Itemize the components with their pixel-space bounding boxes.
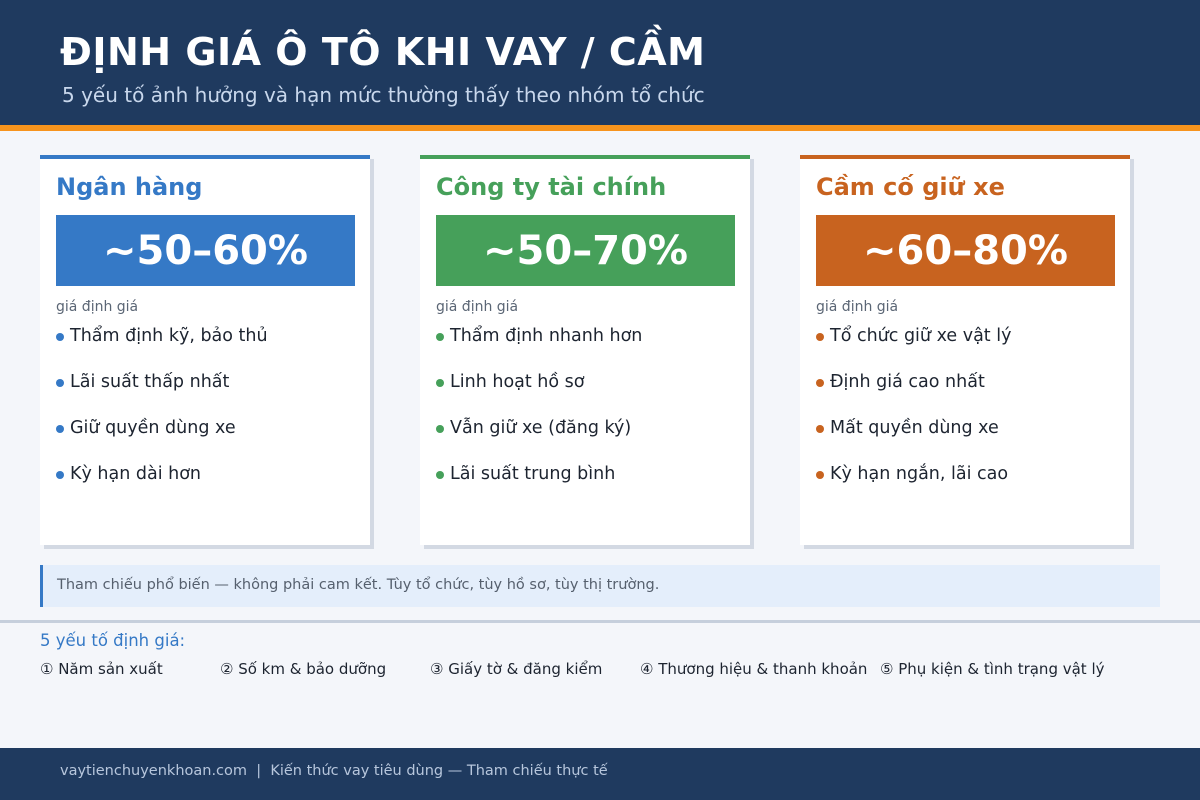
- card: Ngân hàng ~50–60% giá định giá Thẩm định kỹ…: [40, 155, 370, 545]
- item-text: Thẩm định kỹ, bảo thủ: [70, 326, 268, 346]
- factor: ③ Giấy tờ & đăng kiểm: [430, 660, 603, 678]
- card-caption: giá định giá: [56, 299, 139, 315]
- card-range: ~50–60%: [56, 215, 355, 286]
- card-item: Linh hoạt hồ sơ: [436, 371, 642, 417]
- bullet: [436, 379, 444, 387]
- card: Cầm cố giữ xe ~60–80% giá định giá Tổ chức …: [800, 155, 1130, 545]
- bullet: [816, 471, 824, 479]
- item-text: Kỳ hạn ngắn, lãi cao: [830, 464, 1009, 484]
- card-item: Kỳ hạn dài hơn: [56, 463, 268, 509]
- factor: ② Số km & bảo dưỡng: [220, 660, 387, 678]
- item-text: Lãi suất thấp nhất: [70, 372, 230, 392]
- item-text: Vẫn giữ xe (đăng ký): [450, 418, 632, 438]
- card-item: Kỳ hạn ngắn, lãi cao: [816, 463, 1011, 509]
- title: ĐỊNH GIÁ Ô TÔ KHI VAY / CẦM: [60, 30, 706, 74]
- factor: ④ Thương hiệu & thanh khoản: [640, 660, 868, 678]
- bullet: [436, 425, 444, 433]
- card-caption: giá định giá: [816, 299, 899, 315]
- item-text: Linh hoạt hồ sơ: [450, 372, 585, 392]
- subtitle: 5 yếu tố ảnh hưởng và hạn mức thường thấ…: [62, 83, 705, 107]
- bullet: [816, 425, 824, 433]
- card-list: Thẩm định nhanh hơn Linh hoạt hồ sơ Vẫn gi…: [436, 325, 642, 509]
- card-title: Cầm cố giữ xe: [816, 173, 1005, 201]
- card-title: Công ty tài chính: [436, 173, 667, 201]
- bullet: [56, 425, 64, 433]
- card-item: Lãi suất thấp nhất: [56, 371, 268, 417]
- card-item: Giữ quyền dùng xe: [56, 417, 268, 463]
- card-caption: giá định giá: [436, 299, 519, 315]
- bullet: [56, 471, 64, 479]
- card-item: Vẫn giữ xe (đăng ký): [436, 417, 642, 463]
- item-text: Định giá cao nhất: [830, 372, 985, 392]
- note: Tham chiếu phổ biến — không phải cam kết…: [40, 565, 1160, 607]
- item-text: Thẩm định nhanh hơn: [450, 326, 643, 346]
- card-title: Ngân hàng: [56, 173, 203, 201]
- footer-text: vaytienchuyenkhoan.com | Kiến thức vay t…: [60, 763, 608, 779]
- item-text: Giữ quyền dùng xe: [70, 418, 236, 438]
- bullet: [436, 333, 444, 341]
- factor: ① Năm sản xuất: [40, 660, 163, 678]
- card-item: Thẩm định nhanh hơn: [436, 325, 642, 371]
- card-list: Tổ chức giữ xe vật lý Định giá cao nhất Mấ…: [816, 325, 1011, 509]
- factors-heading: 5 yếu tố định giá:: [40, 631, 186, 650]
- card-range: ~50–70%: [436, 215, 735, 286]
- header: ĐỊNH GIÁ Ô TÔ KHI VAY / CẦM 5 yếu tố ảnh…: [0, 0, 1200, 131]
- factor: ⑤ Phụ kiện & tình trạng vật lý: [880, 660, 1105, 678]
- card: Công ty tài chính ~50–70% giá định giá Thẩm…: [420, 155, 750, 545]
- card-range: ~60–80%: [816, 215, 1115, 286]
- item-text: Lãi suất trung bình: [450, 464, 616, 484]
- item-text: Tổ chức giữ xe vật lý: [830, 326, 1012, 346]
- item-text: Kỳ hạn dài hơn: [70, 464, 202, 484]
- card-item: Tổ chức giữ xe vật lý: [816, 325, 1011, 371]
- card-list: Thẩm định kỹ, bảo thủ Lãi suất thấp nhất G…: [56, 325, 268, 509]
- bullet: [436, 471, 444, 479]
- separator: [0, 620, 1200, 623]
- card-item: Mất quyền dùng xe: [816, 417, 1011, 463]
- card-item: Thẩm định kỹ, bảo thủ: [56, 325, 268, 371]
- bullet: [816, 333, 824, 341]
- card-item: Lãi suất trung bình: [436, 463, 642, 509]
- item-text: Mất quyền dùng xe: [830, 418, 999, 438]
- bullet: [56, 379, 64, 387]
- bullet: [816, 379, 824, 387]
- bullet: [56, 333, 64, 341]
- card-item: Định giá cao nhất: [816, 371, 1011, 417]
- footer: vaytienchuyenkhoan.com | Kiến thức vay t…: [0, 748, 1200, 800]
